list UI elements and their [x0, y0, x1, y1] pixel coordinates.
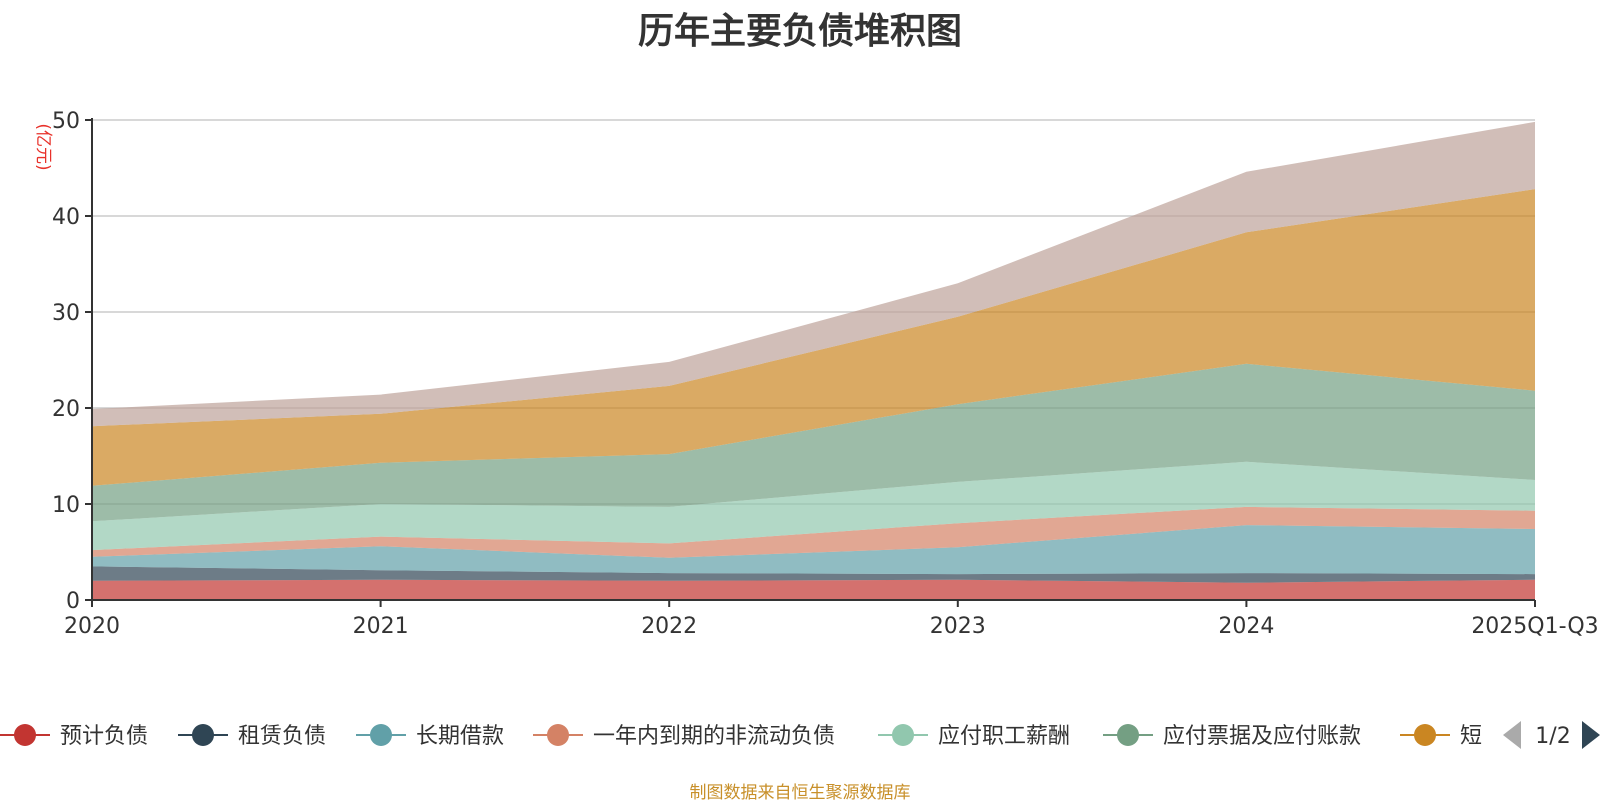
legend-label: 租赁负债 — [238, 724, 326, 749]
data-source-note: 制图数据来自恒生聚源数据库 — [689, 783, 911, 803]
area-series-2[interactable] — [92, 525, 1535, 575]
legend-marker — [14, 724, 36, 746]
x-tick-label: 2024 — [1218, 614, 1274, 639]
legend-marker — [1414, 724, 1436, 746]
legend-item[interactable]: 应付职工薪酬 — [878, 724, 1070, 749]
area-series-0[interactable] — [92, 579, 1535, 600]
legend-marker — [547, 724, 569, 746]
area-series-6[interactable] — [92, 189, 1535, 486]
y-tick-label: 40 — [52, 205, 80, 230]
x-tick-label: 2020 — [64, 614, 120, 639]
legend-item[interactable]: 租赁负债 — [178, 724, 326, 749]
legend-prev-icon[interactable] — [1503, 721, 1521, 749]
area-series-7[interactable] — [92, 121, 1535, 427]
axis-layer: 0 10 20 30 40 50 2020 2021 2022 2023 2024 2025Q1-Q3… — [33, 109, 1599, 639]
chart-title: 历年主要负债堆积图 — [637, 11, 962, 52]
x-tick-label: 2023 — [930, 614, 986, 639]
y-tick-label: 20 — [52, 397, 80, 422]
legend-label: 短 — [1460, 724, 1482, 749]
area-series-5[interactable] — [92, 363, 1535, 522]
legend-label: 应付票据及应付账款 — [1163, 724, 1361, 749]
x-tick-label: 2022 — [641, 614, 697, 639]
y-tick-label: 30 — [52, 301, 80, 326]
x-tick-label: 2025Q1-Q3 — [1471, 614, 1598, 639]
legend-label: 应付职工薪酬 — [938, 724, 1070, 749]
x-tick-label: 2021 — [353, 614, 409, 639]
legend-item[interactable]: 短 — [1400, 724, 1482, 749]
y-tick-label: 0 — [66, 589, 80, 614]
legend-marker — [892, 724, 914, 746]
area-series-3[interactable] — [92, 506, 1535, 558]
legend-item[interactable]: 长期借款 — [356, 724, 504, 749]
legend-label: 长期借款 — [416, 724, 504, 749]
y-tick-label: 50 — [52, 109, 80, 134]
legend-item[interactable]: 应付票据及应付账款 — [1103, 724, 1361, 749]
legend-label: 一年内到期的非流动负债 — [593, 724, 835, 749]
area-series-1[interactable] — [92, 566, 1535, 583]
legend: 预计负债 租赁负债 长期借款 一年内到期的非流动负债 应付职工薪酬 应付票据及应付账款 短 1… — [0, 721, 1600, 749]
legend-marker — [1117, 724, 1139, 746]
legend-next-icon[interactable] — [1582, 721, 1600, 749]
legend-page-indicator: 1/2 — [1535, 724, 1570, 749]
y-tick-label: 10 — [52, 493, 80, 518]
legend-marker — [192, 724, 214, 746]
legend-item[interactable]: 预计负债 — [0, 724, 148, 749]
area-layer — [92, 121, 1535, 600]
legend-label: 预计负债 — [60, 724, 148, 749]
area-series-4[interactable] — [92, 461, 1535, 551]
legend-marker — [370, 724, 392, 746]
legend-item[interactable]: 一年内到期的非流动负债 — [533, 724, 835, 749]
y-axis-unit-label: (亿元) — [33, 123, 53, 170]
